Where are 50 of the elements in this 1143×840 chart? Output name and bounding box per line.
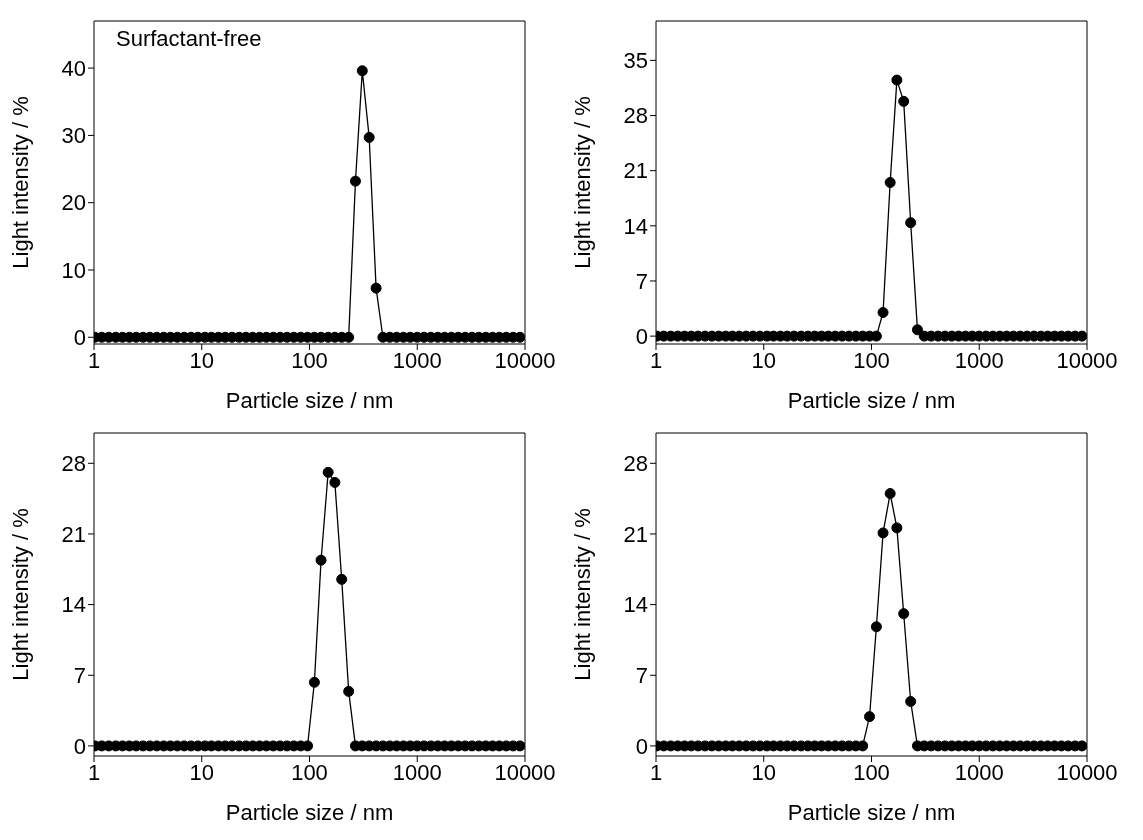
x-tick-label: 10000 — [1056, 347, 1118, 373]
x-tick-label: 10 — [189, 759, 214, 785]
x-axis-title: Particle size / nm — [225, 800, 394, 825]
x-tick-label: 10 — [751, 347, 776, 373]
y-axis-title: Light intensity / % — [7, 508, 33, 681]
x-axis-title: Particle size / nm — [787, 800, 956, 825]
y-tick-label: 21 — [623, 158, 648, 184]
x-tick-label: 10 — [751, 759, 776, 785]
x-tick-label: 1 — [649, 759, 663, 785]
x-tick-label: 10000 — [494, 347, 556, 373]
x-tick-label: 10000 — [1056, 759, 1118, 785]
y-tick-label: 28 — [61, 451, 86, 477]
y-tick-label: 40 — [61, 55, 86, 81]
y-axis-title: Light intensity / % — [569, 96, 595, 269]
y-tick-label: 28 — [623, 103, 648, 129]
y-tick-label: 35 — [623, 48, 648, 74]
x-tick-label: 100 — [853, 347, 890, 373]
x-tick-label: 10000 — [494, 759, 556, 785]
x-tick-label: 100 — [291, 347, 328, 373]
y-tick-label: 0 — [635, 323, 648, 349]
y-tick-label: 14 — [623, 592, 648, 618]
y-axis-title: Light intensity / % — [569, 508, 595, 681]
x-axis-title: Particle size / nm — [225, 388, 394, 413]
y-tick-label: 7 — [635, 268, 648, 294]
x-tick-label: 10 — [189, 347, 214, 373]
y-tick-label: 7 — [73, 663, 86, 689]
y-tick-label: 10 — [61, 257, 86, 283]
x-tick-label: 1000 — [392, 347, 442, 373]
y-tick-label: 21 — [61, 521, 86, 547]
x-tick-label: 1 — [649, 347, 663, 373]
y-tick-label: 0 — [635, 733, 648, 759]
y-axis-title: Light intensity / % — [7, 96, 33, 269]
y-tick-label: 14 — [61, 592, 86, 618]
x-axis-title: Particle size / nm — [787, 388, 956, 413]
x-tick-label: 1000 — [954, 347, 1004, 373]
y-tick-label: 30 — [61, 123, 86, 149]
y-tick-label: 28 — [623, 451, 648, 477]
x-tick-label: 1000 — [954, 759, 1004, 785]
x-tick-label: 1000 — [392, 759, 442, 785]
x-tick-label: 100 — [291, 759, 328, 785]
x-tick-label: 1 — [87, 347, 101, 373]
y-tick-label: 21 — [623, 521, 648, 547]
y-tick-label: 20 — [61, 190, 86, 216]
y-tick-label: 0 — [73, 325, 86, 351]
x-tick-label: 1 — [87, 759, 101, 785]
chart-title: Surfactant-free — [116, 26, 262, 52]
y-tick-label: 14 — [623, 213, 648, 239]
y-tick-label: 7 — [635, 663, 648, 689]
x-tick-label: 100 — [853, 759, 890, 785]
y-tick-label: 0 — [73, 733, 86, 759]
